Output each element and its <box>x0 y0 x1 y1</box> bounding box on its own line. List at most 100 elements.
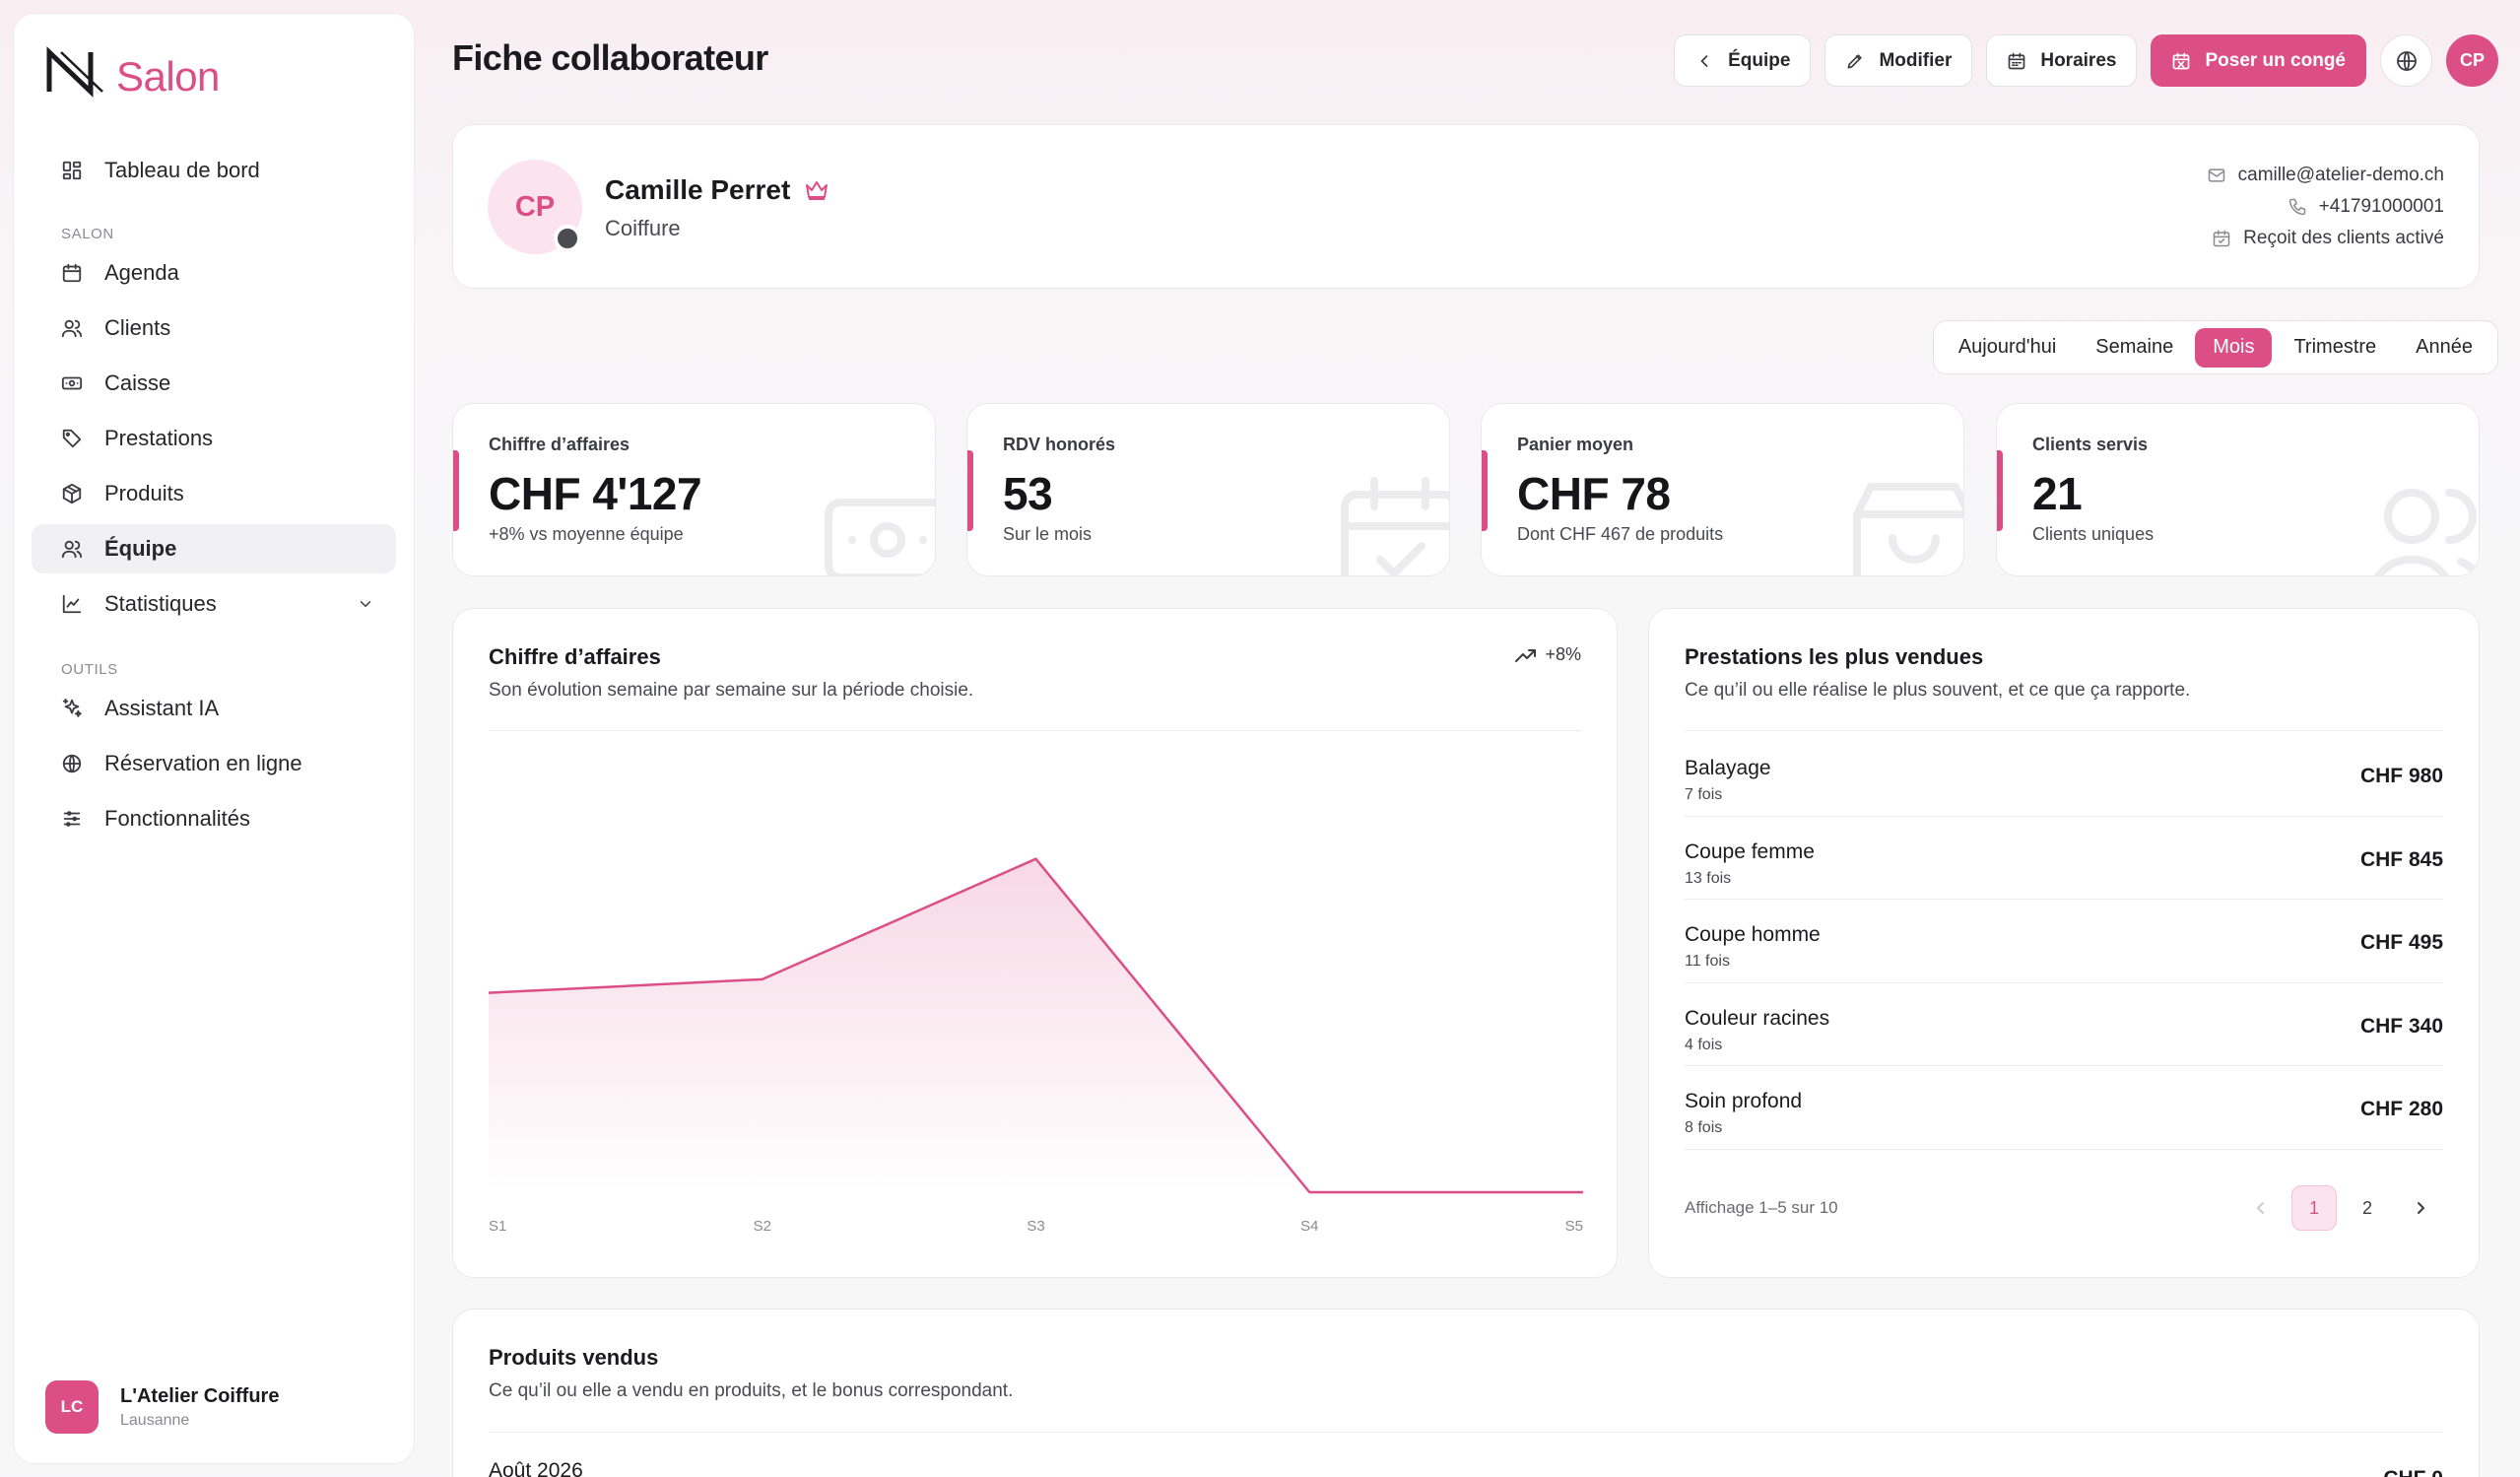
top-services-card: Prestations les plus vendues Ce qu’il ou… <box>1648 608 2480 1278</box>
pagination-next[interactable] <box>2398 1185 2443 1231</box>
revenue-area-chart: S1 S2 S3 S4 S5 <box>488 857 1583 1235</box>
chevron-down-icon[interactable] <box>357 595 374 613</box>
pencil-icon <box>1847 53 1863 68</box>
sidebar-item-label: Produits <box>104 481 184 505</box>
sidebar-item-fonctionnalites[interactable]: Fonctionnalités <box>32 794 396 843</box>
sidebar-item-label: Fonctionnalités <box>104 806 250 831</box>
x-tick-label: S1 <box>489 1218 506 1235</box>
sidebar-item-label: Agenda <box>104 260 179 285</box>
tag-icon <box>62 429 82 448</box>
service-revenue: CHF 340 <box>2359 1014 2443 1038</box>
sidebar-item-equipe[interactable]: Équipe <box>32 524 396 573</box>
edit-label: Modifier <box>1879 49 1953 71</box>
kpi-accent-bar <box>1482 450 1488 531</box>
pagination-page-2[interactable]: 2 <box>2361 1197 2372 1218</box>
x-tick-label: S2 <box>754 1218 771 1235</box>
phone-row[interactable]: +41791000001 <box>2207 191 2444 223</box>
period-week[interactable]: Semaine <box>2095 336 2174 358</box>
period-today[interactable]: Aujourd'hui <box>1957 336 2057 358</box>
list-item[interactable]: Balayage 7 fois CHF 980 <box>1685 733 2443 817</box>
kpi-label: Panier moyen <box>1517 435 1634 454</box>
sidebar-item-clients[interactable]: Clients <box>32 303 396 353</box>
sidebar-item-label: Équipe <box>104 536 177 561</box>
back-to-team-label: Équipe <box>1728 49 1791 71</box>
products-month: Août 2026 <box>489 1459 583 1477</box>
sidebar-item-prestations[interactable]: Prestations <box>32 414 396 463</box>
account-city: Lausanne <box>120 1411 190 1429</box>
pagination-prev[interactable] <box>2238 1185 2284 1231</box>
calendar-off-icon <box>2173 52 2190 69</box>
sidebar-item-statistiques[interactable]: Statistiques <box>32 579 396 629</box>
edit-button[interactable]: Modifier <box>1824 34 1973 87</box>
mail-icon <box>2208 168 2224 182</box>
sidebar-section-tools: OUTILS <box>61 661 118 678</box>
schedule-button[interactable]: Horaires <box>1986 34 2138 87</box>
service-revenue: CHF 495 <box>2359 931 2443 954</box>
period-selector: Aujourd'hui Semaine Mois Trimestre Année <box>1932 320 2498 374</box>
sidebar-item-assistant[interactable]: Assistant IA <box>32 684 396 733</box>
booking-status: Reçoit des clients activé <box>2243 228 2444 248</box>
revenue-line <box>488 857 1583 1194</box>
account-switcher[interactable]: LC L'Atelier Coiffure Lausanne <box>45 1380 279 1434</box>
brand[interactable]: Salon <box>45 43 220 101</box>
employee-role: Coiffure <box>605 216 681 240</box>
kpi-value: 53 <box>1003 468 1053 519</box>
sidebar-item-caisse[interactable]: Caisse <box>32 359 396 408</box>
chevron-left-icon <box>2257 1202 2264 1214</box>
sidebar-item-reservation[interactable]: Réservation en ligne <box>32 739 396 788</box>
service-count: 8 fois <box>1685 1119 1723 1136</box>
list-item[interactable]: Soin profond 8 fois CHF 280 <box>1685 1066 2443 1150</box>
period-month[interactable]: Mois <box>2195 327 2273 368</box>
sidebar-item-label: Prestations <box>104 426 214 450</box>
chart-subtitle: Son évolution semaine par semaine sur la… <box>489 680 974 701</box>
kpi-subtext: +8% vs moyenne équipe <box>489 524 684 544</box>
employee-phone: +41791000001 <box>2318 196 2444 217</box>
chart-title: Chiffre d’affaires <box>489 644 661 669</box>
kpi-label: Clients servis <box>2032 435 2149 454</box>
kpi-value: 21 <box>2032 468 2083 519</box>
period-quarter[interactable]: Trimestre <box>2293 336 2377 358</box>
chart-line-icon <box>62 594 82 614</box>
request-leave-button[interactable]: Poser un congé <box>2151 34 2366 87</box>
x-tick-label: S4 <box>1300 1218 1318 1235</box>
phone-icon <box>2288 198 2305 216</box>
kpi-accent-bar <box>453 450 459 531</box>
sidebar: Salon Tableau de bord SALON Agenda Clien… <box>13 13 415 1464</box>
revenue-chart-card: Chiffre d’affaires Son évolution semaine… <box>452 608 1618 1278</box>
header-actions: Équipe Modifier Horaires Poser un congé … <box>1674 34 2498 87</box>
list-item[interactable]: Coupe femme 13 fois CHF 845 <box>1685 817 2443 900</box>
employee-name-row: Camille Perret <box>605 174 829 206</box>
user-avatar[interactable]: CP <box>2446 34 2498 87</box>
period-year[interactable]: Année <box>2416 336 2473 358</box>
globe-icon <box>62 754 82 773</box>
back-to-team-button[interactable]: Équipe <box>1674 34 1812 87</box>
service-revenue: CHF 280 <box>2359 1098 2443 1120</box>
pagination-page-1[interactable]: 1 <box>2291 1185 2337 1231</box>
services-list: Balayage 7 fois CHF 980 Coupe femme 13 f… <box>1685 733 2443 1150</box>
service-count: 7 fois <box>1685 786 1723 803</box>
sidebar-item-produits[interactable]: Produits <box>32 469 396 518</box>
kpi-card-clients: Clients servis 21 Clients uniques <box>1996 403 2480 576</box>
users-icon <box>2374 489 2479 575</box>
kpi-subtext: Sur le mois <box>1003 524 1093 544</box>
account-name: L'Atelier Coiffure <box>120 1384 280 1407</box>
service-name: Coupe femme <box>1685 839 1815 863</box>
sidebar-item-agenda[interactable]: Agenda <box>32 248 396 298</box>
employee-contact: camille@atelier-demo.ch +41791000001 Reç… <box>2207 160 2444 254</box>
sparkles-icon <box>62 698 82 717</box>
service-count: 11 fois <box>1685 953 1730 970</box>
list-item[interactable]: Coupe homme 11 fois CHF 495 <box>1685 900 2443 983</box>
products-sold-card: Produits vendus Ce qu’il ou elle a vendu… <box>452 1309 2480 1477</box>
team-icon <box>61 540 83 559</box>
list-item[interactable]: Couleur racines 4 fois CHF 340 <box>1685 983 2443 1066</box>
email-row[interactable]: camille@atelier-demo.ch <box>2207 160 2444 191</box>
cash-icon <box>825 499 935 575</box>
sidebar-item-label: Tableau de bord <box>104 158 260 182</box>
request-leave-label: Poser un congé <box>2205 49 2346 71</box>
kpi-subtext: Clients uniques <box>2032 524 2155 544</box>
sidebar-item-label: Réservation en ligne <box>104 751 302 775</box>
pagination-info: Affichage 1–5 sur 10 <box>1685 1198 1838 1217</box>
chart-trend-value: +8% <box>1545 644 1581 664</box>
language-button[interactable] <box>2380 34 2432 87</box>
sidebar-item-dashboard[interactable]: Tableau de bord <box>32 146 396 195</box>
